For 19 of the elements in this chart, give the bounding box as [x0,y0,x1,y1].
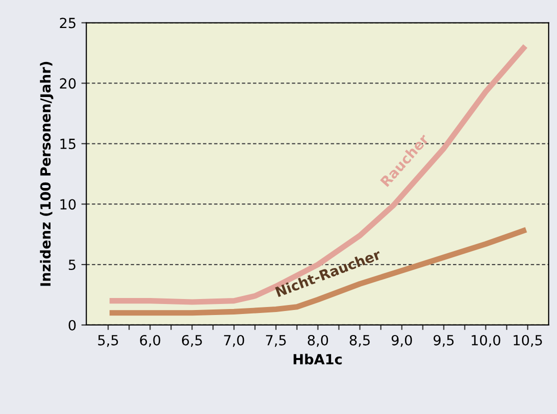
x-tick-label: 9,5 [434,334,454,347]
x-tick-label: 5,5 [98,335,118,347]
y-tick-label: 15 [60,138,76,150]
y-tick-label: 10 [60,199,76,210]
x-tick-label: 10,5 [514,334,542,347]
x-axis-title: HbA1c [294,354,342,364]
y-tick-label: 20 [60,78,76,89]
y-tick-label: 25 [60,18,76,28]
x-tick-label: 7,0 [224,334,244,347]
y-tick-label: 0 [68,320,76,330]
y-axis-title: Inzidenz (100 Personen/Jahr) [40,62,54,286]
x-tick-label: 7,5 [266,335,286,347]
x-tick-label: 6,0 [140,334,160,347]
x-tick-label: 8,0 [308,334,328,347]
x-tick-label: 8,5 [350,334,370,347]
x-tick-label: 6,5 [182,334,202,347]
y-tick-label: 5 [68,260,76,270]
x-tick-label: 10,0 [472,334,500,347]
x-tick-label: 9,0 [392,334,412,347]
